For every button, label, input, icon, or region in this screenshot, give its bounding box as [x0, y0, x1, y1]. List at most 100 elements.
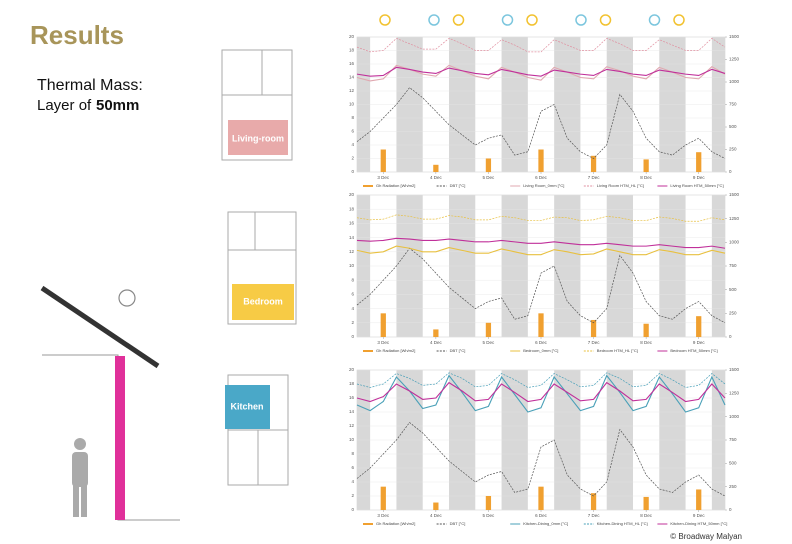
y-tick-label: 8: [351, 277, 354, 282]
cloud-sun-icon: [501, 14, 514, 26]
x-tick-label: 7 Dec: [588, 513, 601, 518]
series-line: [356, 374, 726, 413]
x-tick-label: 5 Dec: [483, 340, 496, 345]
x-tick-label: 4 Dec: [430, 175, 443, 180]
radiation-bar: [643, 159, 649, 172]
x-tick-label: 4 Dec: [430, 513, 443, 518]
y-tick-label: 14: [349, 75, 355, 80]
x-tick-label: 7 Dec: [588, 175, 601, 180]
copyright: © Broadway Malyan: [670, 532, 742, 541]
y-tick-label: 20: [349, 34, 355, 39]
radiation-bar: [696, 489, 702, 510]
series-line: [356, 66, 726, 77]
y-tick-label: 18: [349, 206, 355, 211]
room-label: Bedroom: [243, 296, 283, 306]
series-line: [356, 245, 726, 256]
legend-label: Kitchen-Dining HTM_50mm [°C]: [670, 521, 727, 526]
x-tick-label: 6 Dec: [535, 340, 548, 345]
moon-icon: [405, 14, 412, 26]
series-line: [356, 422, 726, 497]
series-line: [356, 64, 726, 82]
legend-label: Kitchen-Dining HTM_HL [°C]: [597, 521, 648, 526]
x-tick-label: 8 Dec: [640, 340, 653, 345]
radiation-bar: [696, 316, 702, 337]
legend-label: Living Room HTM_HL [°C]: [597, 183, 644, 188]
y2-tick-label: 0: [729, 334, 732, 339]
radiation-bar: [380, 486, 386, 510]
x-tick-label: 4 Dec: [430, 340, 443, 345]
x-tick-label: 6 Dec: [535, 513, 548, 518]
y-tick-label: 10: [349, 263, 355, 268]
y2-tick-label: 1500: [729, 192, 740, 197]
sun-icon: [526, 14, 538, 26]
y-tick-label: 0: [351, 169, 354, 174]
y-tick-label: 8: [351, 451, 354, 456]
legend-label: Bedroom HTM_HL [°C]: [597, 348, 638, 353]
floor-plans: [221, 49, 297, 486]
sun-icon: [673, 14, 685, 26]
radiation-bar: [590, 319, 597, 337]
room-highlight: [232, 284, 294, 320]
legend-swatch: [363, 185, 373, 187]
y2-tick-label: 1000: [729, 414, 740, 419]
radiation-bar: [538, 149, 544, 172]
subtitle-line1: Thermal Mass:: [37, 77, 143, 94]
legend-label: Living Room_0mm [°C]: [523, 183, 564, 188]
x-tick-label: 3 Dec: [377, 175, 390, 180]
radiation-bar: [485, 496, 492, 510]
radiation-bar: [590, 493, 597, 510]
y-tick-label: 18: [349, 381, 355, 386]
y-tick-label: 2: [351, 493, 354, 498]
y2-tick-label: 1250: [729, 391, 740, 396]
x-tick-label: 8 Dec: [640, 513, 653, 518]
y-tick-label: 2: [351, 320, 354, 325]
legend-label: Gh Radiation [Wh/m2]: [376, 183, 415, 188]
y-tick-label: 4: [351, 479, 354, 484]
legend-label: DBT [°C]: [450, 183, 466, 188]
room-highlight: [228, 120, 288, 155]
y-tick-label: 20: [349, 192, 355, 197]
y-tick-label: 2: [351, 156, 354, 161]
subtitle-bold: 50mm: [96, 97, 139, 114]
x-tick-label: 3 Dec: [377, 513, 390, 518]
y-tick-label: 8: [351, 115, 354, 120]
radiation-bar: [485, 158, 492, 172]
radiation-bar: [643, 496, 649, 510]
series-line: [356, 372, 726, 388]
y-tick-label: 18: [349, 48, 355, 53]
radiation-bar: [433, 164, 439, 172]
radiation-bar: [433, 502, 439, 510]
y2-tick-label: 750: [729, 263, 737, 268]
y2-tick-label: 1250: [729, 216, 740, 221]
radiation-bar: [538, 486, 544, 510]
series-line: [356, 87, 726, 159]
radiation-bar: [643, 323, 649, 337]
y2-tick-label: 0: [729, 507, 732, 512]
legend-label: Kitchen-Dining_0mm [°C]: [523, 521, 568, 526]
sun-icon: [599, 14, 612, 26]
y-tick-label: 16: [349, 61, 355, 66]
legend-label: DBT [°C]: [450, 348, 466, 353]
radiation-bar: [485, 322, 492, 337]
y-tick-label: 6: [351, 465, 354, 470]
y2-tick-label: 500: [729, 124, 737, 129]
y-tick-label: 12: [349, 249, 355, 254]
y-tick-label: 16: [349, 221, 355, 226]
x-tick-label: 9 Dec: [693, 340, 706, 345]
y2-tick-label: 500: [729, 287, 737, 292]
y-tick-label: 0: [351, 507, 354, 512]
y2-tick-label: 1500: [729, 367, 740, 372]
y2-tick-label: 1000: [729, 240, 740, 245]
series-line: [356, 381, 726, 403]
x-tick-label: 9 Dec: [693, 175, 706, 180]
y-tick-label: 4: [351, 142, 354, 147]
y2-tick-label: 250: [729, 147, 737, 152]
legend-swatch: [363, 523, 373, 525]
moon-icon: [626, 14, 632, 26]
y2-tick-label: 500: [729, 461, 737, 466]
y2-tick-label: 250: [729, 484, 737, 489]
legend-label: Living Room HTM_50mm [°C]: [670, 183, 723, 188]
series-line: [356, 237, 726, 249]
cloud-sun-icon: [428, 14, 440, 26]
series-line: [356, 37, 726, 53]
